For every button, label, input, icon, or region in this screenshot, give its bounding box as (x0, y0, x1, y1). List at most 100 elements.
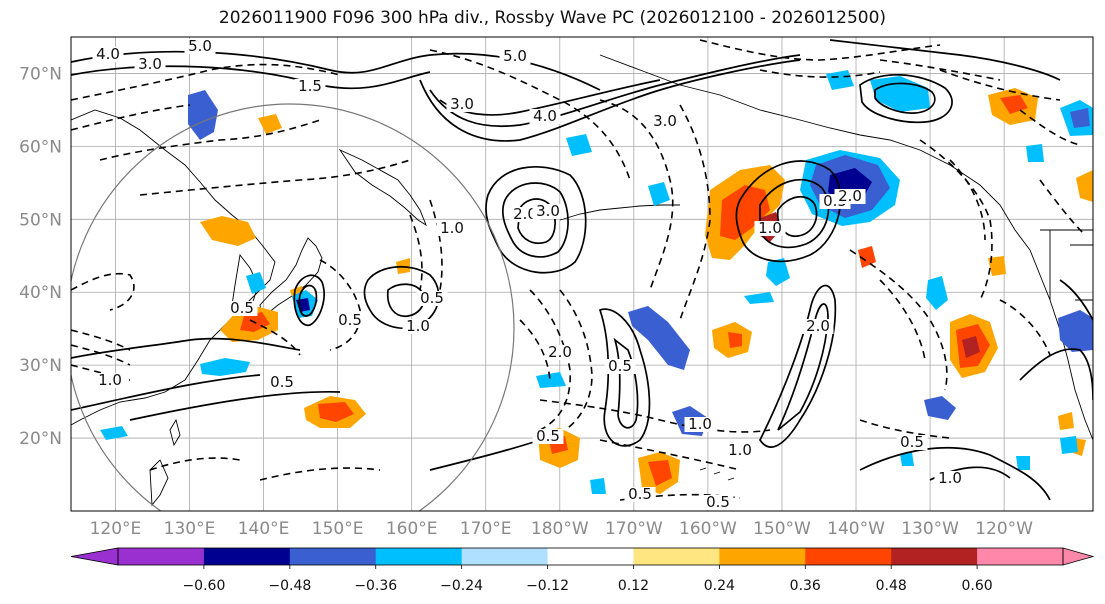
lon-label: 160°E (386, 519, 438, 539)
contour-label-bg (532, 429, 564, 444)
contour-line (409, 214, 423, 291)
contour-line (99, 119, 321, 161)
contour-label: 1.0 (758, 219, 782, 237)
alaska-coastline (599, 54, 1031, 251)
contour-label: 4.0 (533, 107, 557, 125)
colorbar: −0.60 −0.48 −0.36 −0.24 −0.12 0.12 0.24 0.36 0.4… (70, 547, 1095, 594)
map-frame (70, 36, 1094, 512)
contour-label-bg (624, 487, 656, 502)
contour-label-bg (226, 301, 258, 316)
contour-line (759, 284, 837, 448)
contour-line (859, 446, 1051, 501)
contour-line (502, 182, 569, 258)
colorbar-min-arrow (70, 547, 119, 566)
colorbar-segment (719, 548, 806, 565)
longitude-labels: 120°E 130°E 140°E 150°E 160°E 170°E 180°W 170°W… (90, 519, 1034, 539)
contour-label: 0.5 (706, 493, 730, 511)
lat-label: 50°N (19, 210, 62, 230)
contour-line (679, 104, 711, 321)
colorbar-segment (891, 548, 978, 565)
lon-label: 140°W (827, 519, 885, 539)
positive-patch (648, 460, 672, 486)
contour-line (517, 198, 556, 245)
contour-line (849, 249, 948, 391)
contour-line (999, 299, 1051, 356)
lon-label: 120°W (975, 519, 1033, 539)
contour-label-bg (416, 291, 448, 306)
contour-label: 3.0 (450, 95, 474, 113)
positive-patch (962, 336, 980, 358)
negative-patch (1060, 436, 1078, 454)
contour-line (613, 337, 639, 429)
contour-label-bg (802, 319, 834, 334)
negative-patch (590, 478, 606, 494)
negative-patch (1016, 456, 1030, 470)
contour-line (599, 99, 674, 291)
contour-line (777, 303, 829, 431)
lon-label: 130°E (164, 519, 216, 539)
contour-line (71, 329, 131, 351)
colorbar-tick-label: −0.48 (268, 578, 311, 594)
contour-line (759, 69, 881, 78)
colorbar-segment (805, 548, 892, 565)
contour-label-bg (92, 47, 124, 62)
lon-label: 150°E (312, 519, 364, 539)
taiwan-coastline (169, 418, 181, 447)
contour-label: 2.0 (806, 317, 830, 335)
colorbar-segment (461, 548, 549, 565)
contour-label-bg (934, 471, 966, 486)
colorbar-tick-label: −0.60 (182, 578, 225, 594)
positive-patch (1000, 95, 1028, 114)
positive-patch (318, 402, 354, 422)
negative-patch (744, 292, 774, 304)
contour-line (71, 337, 301, 359)
hawaii-islands (699, 467, 735, 481)
contour-line (759, 179, 830, 249)
positive-patch (720, 185, 770, 240)
dashed-contours (71, 39, 1086, 501)
positive-patch (1058, 412, 1074, 430)
contour-label-bg (649, 114, 681, 129)
negative-patch (200, 358, 250, 376)
contour-label-bg (184, 39, 216, 54)
lon-label: 170°E (460, 519, 512, 539)
positive-patch (258, 114, 282, 134)
colorbar-frame (117, 547, 1064, 566)
contour-label: 1.0 (440, 219, 464, 237)
contour-line (859, 74, 953, 124)
lon-label: 160°W (679, 519, 737, 539)
contour-label: 1.0 (938, 469, 962, 487)
contour-line (71, 364, 131, 381)
contour-line (429, 439, 541, 471)
contour-label-bg (604, 359, 636, 374)
positive-patch (988, 256, 1006, 276)
contour-label: 0.5 (900, 433, 924, 451)
negative-patch (536, 372, 566, 388)
contour-label: 0.5 (338, 311, 362, 329)
asia-coastline (71, 109, 276, 426)
contour-label: 1.0 (728, 441, 752, 459)
contour-label: 0.5 (608, 357, 632, 375)
colorbar-tick-label: 0.12 (618, 578, 649, 594)
map-panel: 4.03.05.01.55.03.04.0 3.02.01.03.00.50.5 1… (71, 37, 1093, 511)
contour-line (539, 399, 771, 433)
contour-line (71, 104, 191, 131)
colorbar-segment (375, 548, 463, 565)
negative-patch (188, 90, 218, 140)
lon-label: 180°W (531, 519, 589, 539)
contour-line (249, 319, 301, 356)
lat-label: 40°N (19, 283, 62, 303)
contour-label: 1.0 (688, 415, 712, 433)
contour-line (699, 39, 941, 61)
contour-line (1039, 179, 1086, 236)
coastlines (71, 54, 1093, 507)
map-title: 2026011900 F096 300 hPa div., Rossby Wav… (218, 8, 887, 28)
contour-label-bg (532, 204, 564, 219)
contour-label: 0.5 (420, 289, 444, 307)
contour-line (429, 54, 801, 128)
colorbar-tick-label: 0.36 (790, 578, 821, 594)
contour-line (1059, 279, 1093, 321)
contour-line (1019, 348, 1093, 401)
negative-patch (648, 182, 670, 206)
contour-label-bg (896, 435, 928, 450)
